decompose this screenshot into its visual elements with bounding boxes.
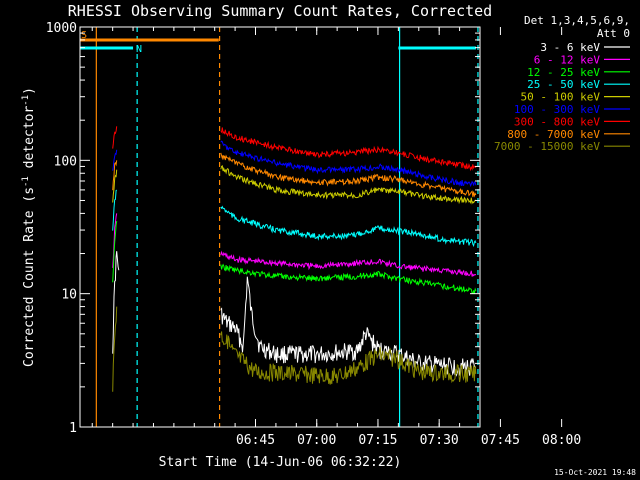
- y-tick-label-3: 1000: [46, 21, 77, 36]
- series-0-segment-0: [112, 251, 120, 354]
- series-5-segment-0: [112, 149, 118, 171]
- legend-label-7: 800 - 7000 keV: [507, 128, 600, 141]
- plot-frame: [79, 26, 481, 428]
- x-tick-label-1: 07:00: [297, 433, 336, 448]
- legend-header-1: Det 1,3,4,5,6,9,: [524, 14, 630, 27]
- legend-label-2: 12 - 25 keV: [527, 66, 600, 79]
- footer-timestamp: 15-Oct-2021 19:48: [554, 468, 636, 477]
- y-axis-label-exp2: -1: [21, 95, 31, 106]
- plot-content: SN: [80, 27, 479, 427]
- series-3-segment-1: [220, 205, 477, 248]
- y-tick-label-2: 100: [54, 154, 77, 169]
- series-4-segment-1: [220, 165, 477, 205]
- series-6-segment-0: [112, 126, 118, 149]
- x-tick-label-4: 07:45: [481, 433, 520, 448]
- series-0-segment-1: [220, 276, 477, 377]
- y-axis-label-main: Corrected Count Rate (s: [22, 187, 37, 367]
- x-tick-label-0: 06:45: [236, 433, 275, 448]
- legend-label-3: 25 - 50 keV: [527, 78, 600, 91]
- legend-label-8: 7000 - 15000 keV: [494, 140, 600, 153]
- y-axis-label-tail: ): [22, 87, 37, 95]
- flag-label-0: S: [81, 30, 87, 41]
- legend-label-5: 100 - 300 keV: [514, 103, 600, 116]
- series-3-segment-0: [112, 189, 118, 231]
- series-8: [112, 306, 477, 392]
- series-5-segment-1: [220, 140, 477, 188]
- flag-label-1: N: [136, 44, 142, 55]
- series-2-segment-1: [220, 263, 477, 294]
- series-8-segment-0: [112, 306, 118, 392]
- y-tick-label-0: 1: [69, 421, 77, 436]
- series-7-segment-1: [220, 152, 477, 198]
- x-tick-label-3: 07:30: [420, 433, 459, 448]
- y-axis-label-mid: detector: [22, 106, 37, 177]
- series-2-segment-0: [112, 221, 118, 283]
- x-tick-label-2: 07:15: [358, 433, 397, 448]
- axis-ticks: 06:45 07:00 07:15 07:30 07:45 08:00 1 10 100 1000: [46, 21, 582, 448]
- series-1-segment-1: [220, 250, 477, 277]
- x-tick-label-5: 08:00: [542, 433, 581, 448]
- series-4-segment-0: [112, 169, 118, 203]
- y-axis-label: Corrected Count Rate (s-1 detector-1): [21, 87, 37, 367]
- series-1: [112, 213, 477, 277]
- series-8-segment-1: [220, 331, 477, 385]
- series-0: [112, 251, 477, 377]
- series-4: [112, 165, 477, 205]
- legend-label-4: 50 - 100 keV: [521, 91, 601, 104]
- y-tick-label-1: 10: [61, 288, 77, 303]
- legend-label-6: 300 - 800 keV: [514, 115, 600, 128]
- x-axis-label: Start Time (14-Jun-06 06:32:22): [159, 455, 402, 470]
- series-7: [112, 152, 477, 198]
- series-6: [112, 126, 477, 172]
- series-5: [112, 140, 477, 188]
- series-7-segment-0: [112, 160, 118, 191]
- series-3: [112, 189, 477, 248]
- chart-title: RHESSI Observing Summary Count Rates, Co…: [68, 2, 492, 20]
- legend-header-2: Att 0: [597, 27, 630, 40]
- legend-label-0: 3 - 6 keV: [540, 41, 600, 54]
- y-axis-label-exp1: -1: [21, 176, 31, 187]
- series-6-segment-1: [220, 127, 477, 172]
- series-2: [112, 221, 477, 294]
- legend-label-1: 6 - 12 keV: [534, 53, 601, 66]
